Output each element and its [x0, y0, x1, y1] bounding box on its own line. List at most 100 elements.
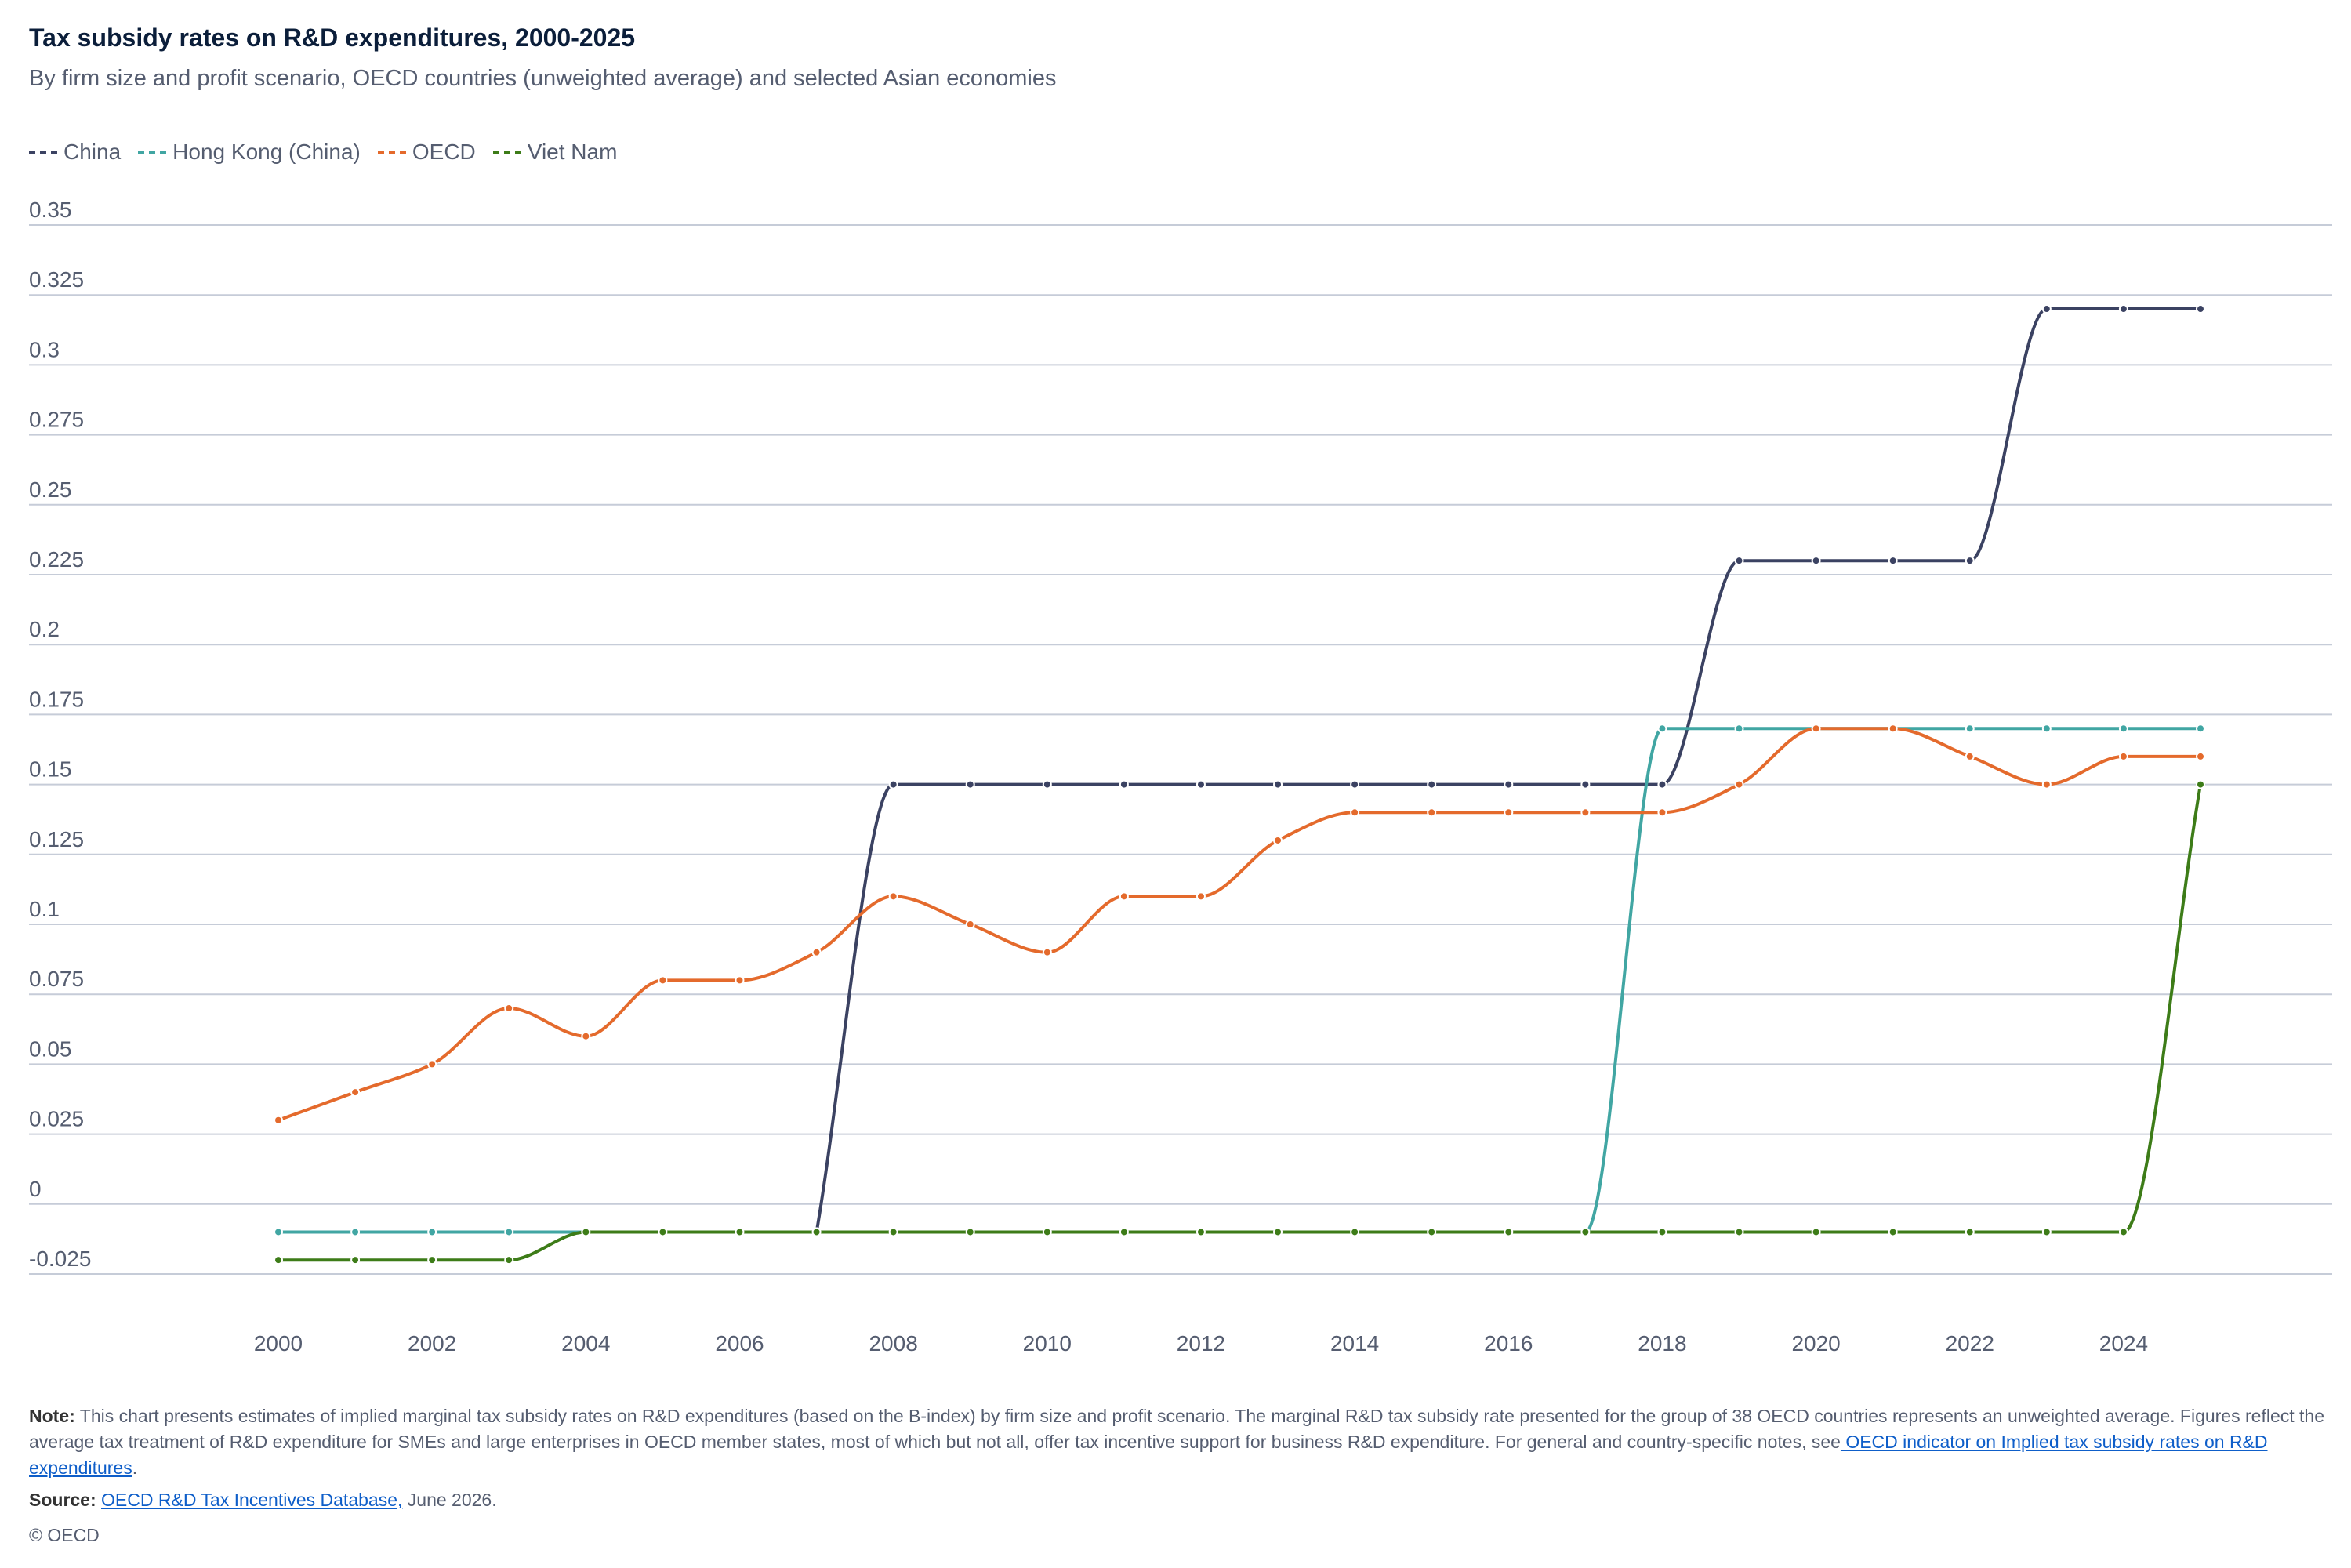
legend-swatch [29, 151, 57, 154]
legend-label: China [63, 140, 122, 164]
data-point [274, 1227, 283, 1237]
data-point [1965, 1227, 1975, 1237]
x-tick-label: 2024 [2099, 1331, 2148, 1356]
series-hong-kong-china [274, 724, 2205, 1237]
data-point [1580, 779, 1591, 789]
data-point [1580, 808, 1591, 818]
x-tick-label: 2014 [1330, 1331, 1379, 1356]
data-point [2196, 304, 2205, 314]
data-point [1195, 1227, 1206, 1237]
note-link[interactable]: OECD indicator on Implied tax subsidy ra… [29, 1432, 2268, 1478]
source-text: June 2026. [402, 1490, 497, 1510]
chart-notes: Note: This chart presents estimates of i… [29, 1403, 2326, 1548]
data-point [658, 975, 668, 985]
data-point [1580, 1227, 1591, 1237]
data-point [2041, 304, 2052, 314]
data-point [1350, 1227, 1360, 1237]
y-tick-label: 0.2 [29, 617, 60, 641]
data-point [427, 1059, 437, 1069]
y-tick-label: 0 [29, 1177, 42, 1201]
data-point [1273, 835, 1283, 845]
data-point [274, 1115, 283, 1125]
chart-title: Tax subsidy rates on R&D expenditures, 2… [29, 24, 636, 52]
data-point [1273, 1227, 1283, 1237]
data-point [427, 1255, 437, 1265]
data-point [2196, 724, 2205, 734]
legend-item-viet-nam[interactable]: Viet Nam [492, 140, 618, 165]
y-tick-label: 0.125 [29, 827, 84, 851]
data-point [350, 1087, 361, 1098]
data-point [2118, 751, 2128, 761]
data-point [1657, 724, 1667, 734]
data-point [1734, 556, 1744, 566]
data-point [1042, 947, 1052, 957]
x-tick-label: 2020 [1791, 1331, 1840, 1356]
series-line [277, 727, 2202, 1234]
data-point [2118, 1227, 2128, 1237]
data-point [658, 1227, 668, 1237]
data-point [2118, 724, 2128, 734]
legend-item-china[interactable]: China [29, 140, 121, 165]
chart-legend: China Hong Kong (China) OECD Viet Nam [29, 140, 617, 165]
data-point [1965, 751, 1975, 761]
note-body: This chart presents estimates of implied… [29, 1406, 2324, 1452]
chart-subtitle: By firm size and profit scenario, OECD c… [29, 66, 1057, 91]
y-tick-label: -0.025 [29, 1247, 91, 1271]
y-axis: -0.025 0 0.025 0.05 0.075 0.1 0.125 0.15 0.175 0.… [29, 198, 91, 1271]
data-point [350, 1227, 361, 1237]
data-point [965, 1227, 975, 1237]
data-point [1965, 724, 1975, 734]
data-point [2041, 1227, 2052, 1237]
line-chart: -0.025 0 0.025 0.05 0.075 0.1 0.125 0.15 0.175 0.… [29, 198, 2332, 1356]
legend-item-oecd[interactable]: OECD [377, 140, 476, 165]
y-tick-label: 0.1 [29, 897, 60, 921]
x-tick-label: 2004 [561, 1331, 610, 1356]
x-axis: 2000 2002 2004 2006 2008 2010 2012 2014 2016 2018… [254, 1331, 2148, 1356]
data-point [1811, 1227, 1821, 1237]
data-point [1350, 808, 1360, 818]
source-line: Source: OECD R&D Tax Incentives Database… [29, 1487, 2326, 1513]
data-point [1273, 779, 1283, 789]
data-point [1811, 724, 1821, 734]
series-oecd [274, 724, 2205, 1125]
x-tick-label: 2000 [254, 1331, 303, 1356]
x-tick-label: 2016 [1484, 1331, 1533, 1356]
source-link[interactable]: OECD R&D Tax Incentives Database, [101, 1490, 403, 1510]
y-tick-label: 0.175 [29, 687, 84, 711]
data-point [581, 1031, 591, 1041]
data-point [735, 1227, 745, 1237]
data-point [811, 947, 822, 957]
data-point [1504, 808, 1514, 818]
data-point [2041, 724, 2052, 734]
x-tick-label: 2002 [408, 1331, 456, 1356]
data-point [1042, 1227, 1052, 1237]
data-point [2118, 304, 2128, 314]
data-point [427, 1227, 437, 1237]
series-viet-nam [274, 779, 2205, 1265]
data-point [735, 975, 745, 985]
legend-swatch [492, 151, 521, 154]
y-tick-label: 0.075 [29, 967, 84, 991]
data-point [1427, 808, 1437, 818]
data-point [1350, 779, 1360, 789]
x-tick-label: 2008 [869, 1331, 917, 1356]
series-line [277, 782, 2202, 1262]
x-tick-label: 2012 [1177, 1331, 1225, 1356]
data-point [1888, 1227, 1898, 1237]
data-point [504, 1004, 514, 1014]
legend-label: Viet Nam [527, 140, 618, 164]
x-tick-label: 2010 [1023, 1331, 1072, 1356]
legend-item-hong-kong-china[interactable]: Hong Kong (China) [138, 140, 361, 165]
data-point [1427, 1227, 1437, 1237]
data-point [1657, 1227, 1667, 1237]
data-point [1427, 779, 1437, 789]
data-point [1734, 1227, 1744, 1237]
y-tick-label: 0.325 [29, 267, 84, 292]
note-end: . [132, 1457, 138, 1478]
data-point [1965, 556, 1975, 566]
data-point [965, 779, 975, 789]
data-point [1119, 779, 1129, 789]
legend-swatch [138, 151, 167, 154]
source-label: Source: [29, 1490, 96, 1510]
legend-label: Hong Kong (China) [172, 140, 361, 164]
